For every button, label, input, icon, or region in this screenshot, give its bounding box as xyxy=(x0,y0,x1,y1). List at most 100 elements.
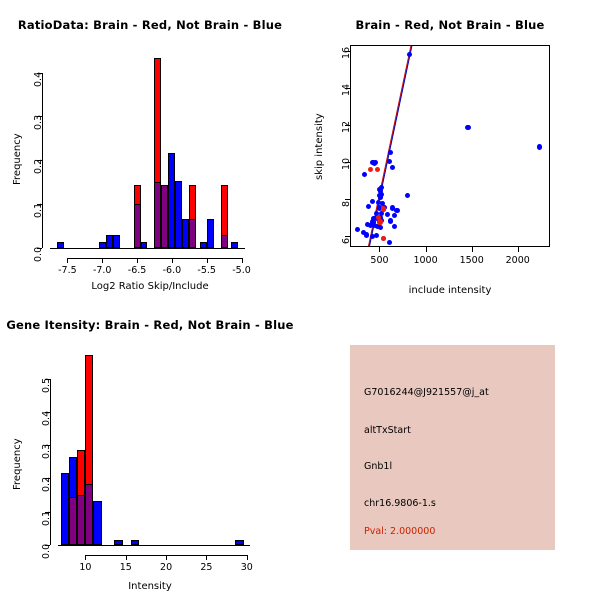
scatter-point-brain xyxy=(367,166,373,172)
scatter-point-not-brain xyxy=(387,149,394,156)
x-axis-tick-label: 1500 xyxy=(459,255,484,266)
y-axis-tick-label: 0.3 xyxy=(33,115,44,131)
y-axis-tick xyxy=(45,478,50,480)
histogram-bar-not-brain xyxy=(206,219,214,248)
y-axis-tick xyxy=(45,378,50,380)
x-axis-tick-label: -7.0 xyxy=(92,265,112,276)
x-axis-tick xyxy=(67,258,69,263)
scatter-point-not-brain xyxy=(362,172,368,178)
x-axis-tick-label: 25 xyxy=(200,562,213,573)
y-axis-tick xyxy=(45,511,50,513)
gene-intensity-histogram-title: Gene Itensity: Brain - Red, Not Brain - … xyxy=(6,318,294,332)
scatter-point-not-brain xyxy=(389,205,395,211)
histogram-bar-not-brain xyxy=(182,219,190,248)
x-axis-tick-label: 10 xyxy=(79,562,92,573)
y-axis-tick-label: 0.3 xyxy=(41,444,52,460)
gene-intensity-histogram-plot-area: 0.0 0.1 0.2 0.3 0.4 0.5 10 15 20 25 30 xyxy=(0,300,300,600)
histogram-bar-not-brain xyxy=(168,152,176,248)
scatter-point-not-brain xyxy=(376,205,383,211)
x-axis-tick xyxy=(166,555,168,560)
x-axis-tick-label: 2000 xyxy=(505,255,530,266)
y-axis-tick xyxy=(345,124,350,126)
histogram-bar-not-brain xyxy=(235,540,244,545)
x-axis-tick xyxy=(137,258,139,263)
histogram-bar-not-brain xyxy=(56,241,64,248)
y-axis-tick-label: 0.2 xyxy=(41,477,52,493)
x-axis-tick xyxy=(206,555,208,560)
y-axis-tick xyxy=(345,87,350,89)
y-axis-tick xyxy=(45,545,50,546)
info-pval: Pval: 2.000000 xyxy=(364,526,436,537)
scatter-point-not-brain xyxy=(377,224,383,231)
y-axis-tick xyxy=(37,160,42,162)
scatter-point-not-brain xyxy=(387,159,393,165)
y-axis-tick-label: 0.4 xyxy=(33,71,44,87)
scatter-point-not-brain xyxy=(407,51,413,57)
scatter-point-brain xyxy=(381,206,387,212)
scatter-point-brain xyxy=(375,214,382,220)
ratio-histogram-plot-area: 0.0 0.1 0.2 0.3 0.4 -7.5 -7.0 -6.5 -6.0 -5.5 -5.0 xyxy=(0,0,300,300)
histogram-bar-overlap xyxy=(161,184,169,248)
x-axis-tick xyxy=(246,555,248,560)
x-axis-tick-label: 1000 xyxy=(413,255,438,266)
y-axis-tick-label: 8 xyxy=(341,200,352,207)
y-axis-tick xyxy=(37,204,42,206)
info-gene-symbol: Gnb1l xyxy=(364,461,393,472)
scatter-point-not-brain xyxy=(385,211,391,218)
scatter-point-not-brain xyxy=(378,191,384,197)
histogram-bar-not-brain xyxy=(98,241,106,248)
y-axis-tick xyxy=(345,161,350,163)
ratio-histogram-xlabel: Log2 Ratio Skip/Include xyxy=(91,281,209,292)
y-axis-tick-label: 0.1 xyxy=(33,203,44,219)
y-axis-tick xyxy=(345,198,350,200)
x-axis-tickbar xyxy=(67,258,242,259)
y-axis-tick xyxy=(45,411,50,413)
scatter-point-not-brain xyxy=(389,164,395,170)
scatter-point-brain xyxy=(377,219,383,225)
scatter-point-not-brain xyxy=(374,233,380,239)
x-axis-tick xyxy=(102,258,104,263)
y-axis-tick-label: 14 xyxy=(341,83,352,96)
scatter-point-not-brain xyxy=(379,200,385,207)
y-axis-tick xyxy=(37,72,42,74)
scatter-point-not-brain xyxy=(367,223,373,229)
histogram-bar-not-brain xyxy=(105,234,113,248)
y-axis-line xyxy=(50,378,51,545)
scatter-point-not-brain xyxy=(378,188,384,194)
y-axis-tick-label: 0.0 xyxy=(41,543,52,559)
scatter-point-not-brain xyxy=(394,208,400,214)
x-axis-tick xyxy=(425,247,427,252)
gene-info-panel: G7016244@J921557@j_at altTxStart Gnb1l c… xyxy=(350,345,555,550)
scatter-point-not-brain xyxy=(391,224,397,230)
x-axis-tick xyxy=(85,555,87,560)
x-axis-tick xyxy=(206,258,208,263)
y-axis-tick-label: 0.0 xyxy=(33,246,44,262)
y-axis-tick-label: 12 xyxy=(341,120,352,133)
x-axis-tick-label: -5.0 xyxy=(232,265,251,276)
x-axis-tick-label: 30 xyxy=(240,562,253,573)
x-axis-tick xyxy=(517,247,519,252)
scatter-point-not-brain xyxy=(361,229,367,235)
x-axis-tick xyxy=(125,555,127,560)
scatter-point-not-brain xyxy=(365,203,372,209)
y-axis-tick xyxy=(345,50,350,52)
histogram-bar-overlap xyxy=(85,484,94,545)
y-axis-tick xyxy=(37,248,42,249)
scatter-point-not-brain xyxy=(374,211,380,217)
gene-intensity-histogram-xlabel: Intensity xyxy=(128,581,172,592)
scatter-point-not-brain xyxy=(404,192,410,198)
scatter-point-not-brain xyxy=(369,198,375,205)
y-axis-tick-label: 10 xyxy=(341,157,352,170)
histogram-bar-not-brain xyxy=(61,473,70,545)
y-axis-tick-label: 6 xyxy=(341,237,352,244)
histogram-bar-not-brain xyxy=(231,241,239,248)
intensity-scatter-title: Brain - Red, Not Brain - Blue xyxy=(355,18,545,32)
histogram-bar-not-brain xyxy=(93,500,102,545)
y-axis-tick xyxy=(45,445,50,447)
scatter-point-not-brain xyxy=(378,211,384,217)
scatter-point-brain xyxy=(374,166,380,172)
x-axis-tick-label: -7.5 xyxy=(58,265,77,276)
scatter-point-not-brain xyxy=(387,239,393,245)
x-axis-tick-label: -6.5 xyxy=(127,265,147,276)
scatter-point-not-brain xyxy=(537,144,543,150)
